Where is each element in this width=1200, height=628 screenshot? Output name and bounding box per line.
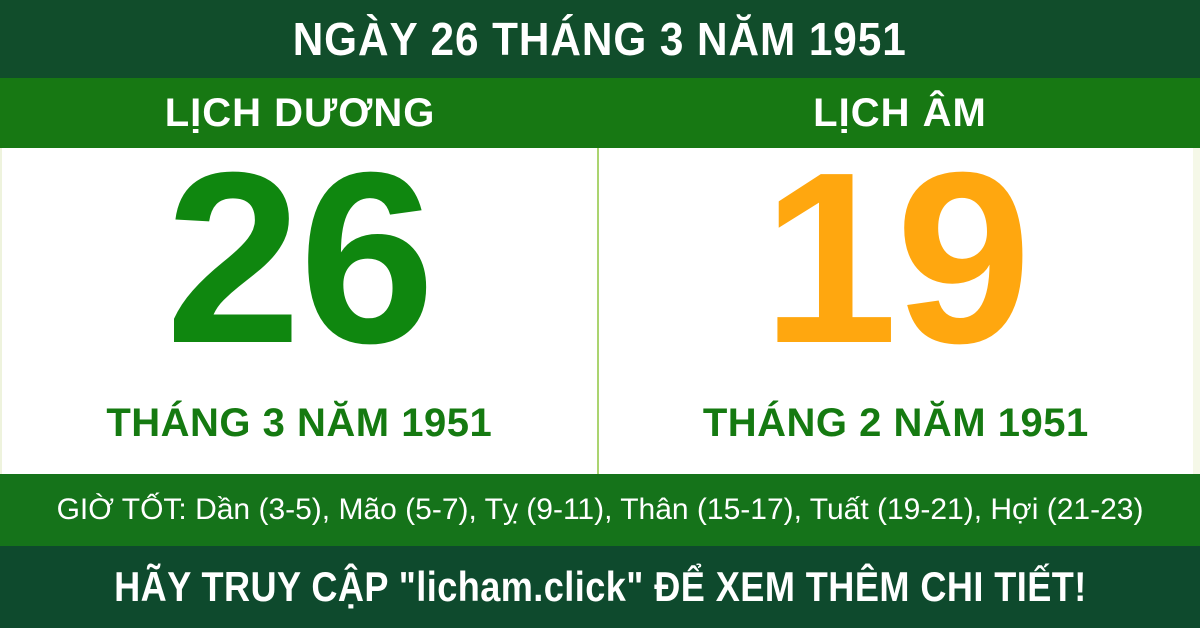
solar-month-year-label: THÁNG 3 NĂM 1951 [106,401,493,446]
solar-calendar-header: LỊCH DƯƠNG [164,90,436,135]
solar-day-number: 26 [165,121,435,394]
good-hours-text: GIỜ TỐT: Dần (3-5), Mão (5-7), Tỵ (9-11)… [56,493,1144,526]
lunar-calendar-header: LỊCH ÂM [813,90,987,135]
solar-panel: 26 THÁNG 3 NĂM 1951 [2,121,599,474]
lunar-day-number: 19 [762,121,1031,394]
good-hours-bar: GIỜ TỐT: Dần (3-5), Mão (5-7), Tỵ (9-11)… [0,474,1200,546]
calendar-type-header-row: LỊCH DƯƠNG LỊCH ÂM [0,78,1200,148]
lunar-month-year-label: THÁNG 2 NĂM 1951 [702,401,1089,446]
lunar-panel: 19 THÁNG 2 NĂM 1951 [599,121,1194,474]
calendar-body: 26 THÁNG 3 NĂM 1951 19 THÁNG 2 NĂM 1951 [0,121,1200,474]
footer-cta-bar: HÃY TRUY CẬP "licham.click" ĐỂ XEM THÊM … [0,546,1200,628]
footer-cta-text: HÃY TRUY CẬP "licham.click" ĐỂ XEM THÊM … [113,563,1087,610]
full-date-title: NGÀY 26 THÁNG 3 NĂM 1951 [293,13,907,65]
top-title-bar: NGÀY 26 THÁNG 3 NĂM 1951 [0,0,1200,78]
